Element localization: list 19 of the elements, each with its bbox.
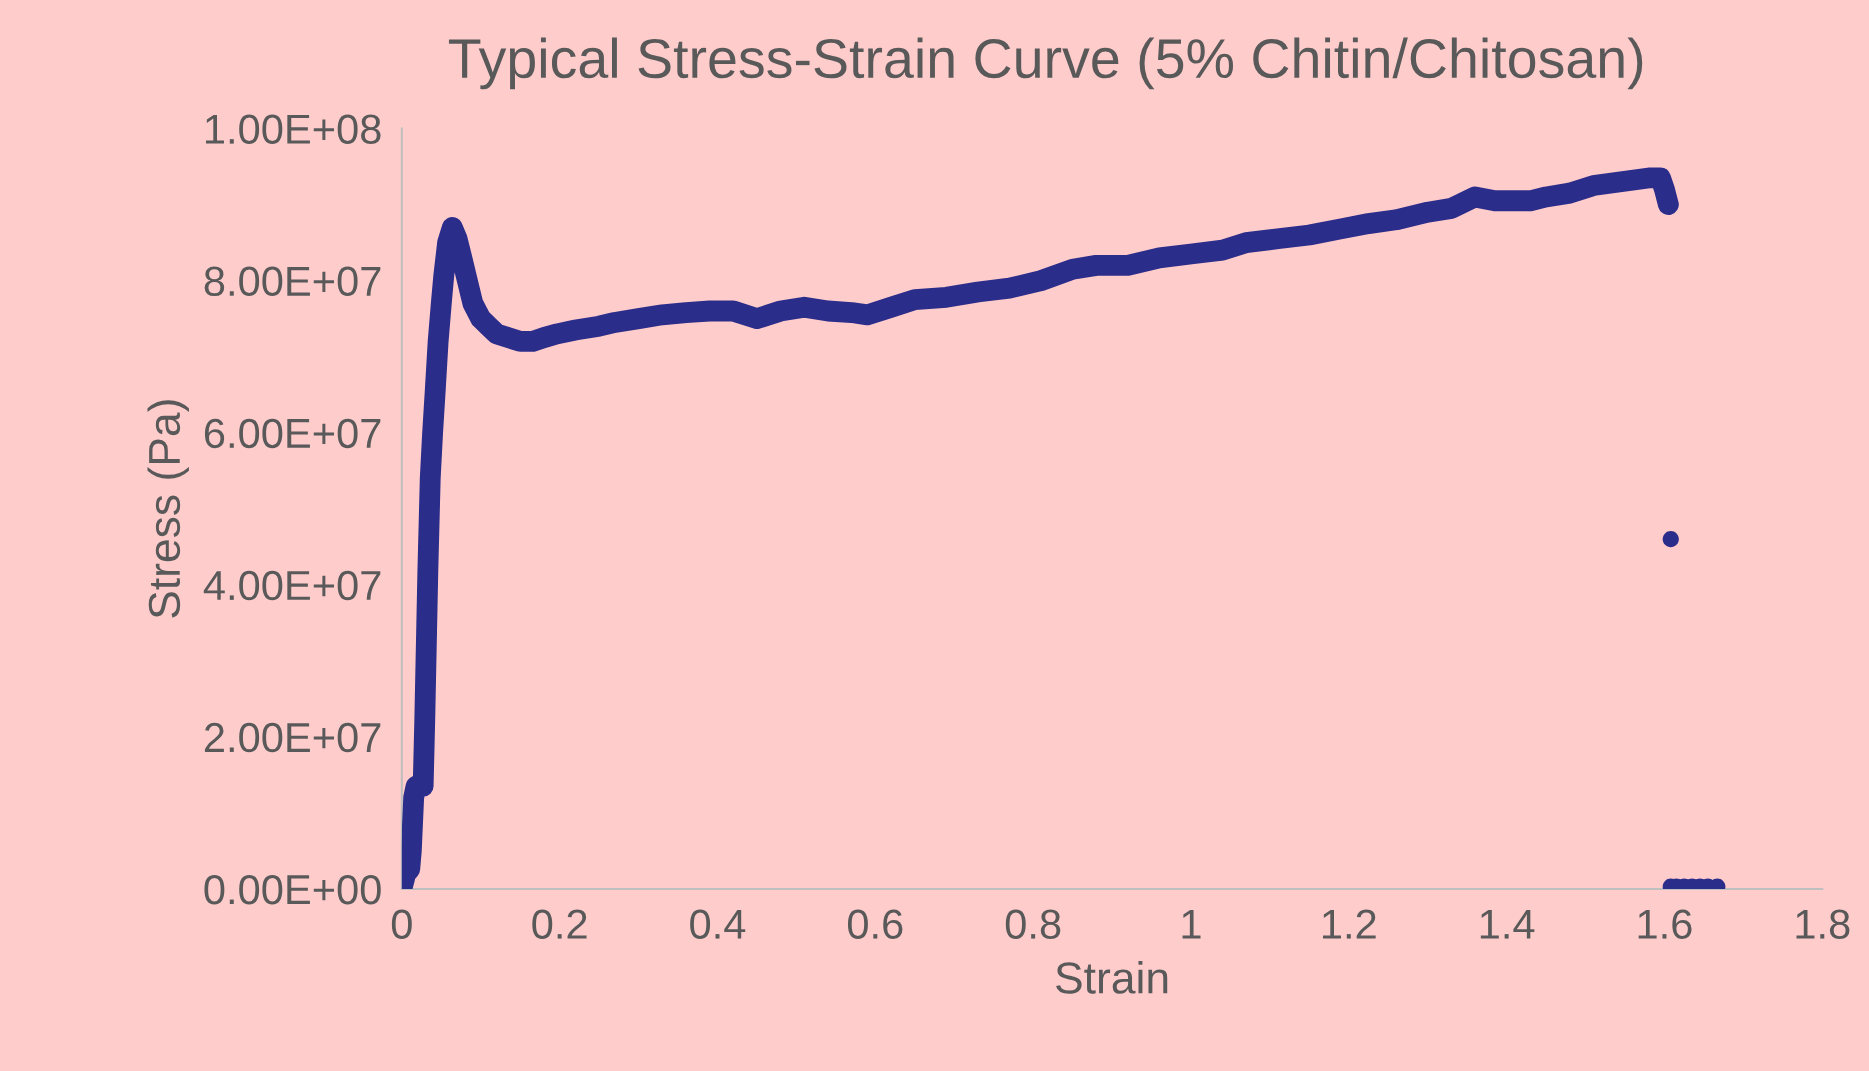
- x-tick-label: 1.8: [1796, 909, 1850, 939]
- y-tick-label: 4.00E+07: [203, 570, 381, 601]
- x-tick-label: 0.8: [1005, 909, 1061, 939]
- x-tick-label: 1.6: [1638, 909, 1692, 939]
- chart-title: Typical Stress-Strain Curve (5% Chitin/Chitosan): [448, 37, 1643, 90]
- x-axis-title: Strain: [1056, 961, 1168, 994]
- x-tick-label: 0.2: [532, 909, 587, 939]
- x-tick-label: 0.6: [847, 909, 903, 939]
- x-tick-label: 1.2: [1323, 909, 1376, 939]
- x-tick-label: 0: [391, 909, 412, 939]
- y-tick-label: 0.00E+00: [204, 874, 381, 905]
- x-tick-label: 1: [1182, 909, 1201, 939]
- y-tick-label: 1.00E+08: [206, 114, 381, 145]
- x-tick-label: 0.4: [690, 909, 746, 939]
- x-tick-label: 1.4: [1480, 909, 1535, 939]
- y-tick-label: 6.00E+07: [204, 418, 381, 449]
- y-tick-label: 2.00E+07: [204, 722, 381, 753]
- y-tick-label: 8.00E+07: [204, 266, 381, 297]
- y-axis-title: Stress (Pa): [147, 400, 189, 618]
